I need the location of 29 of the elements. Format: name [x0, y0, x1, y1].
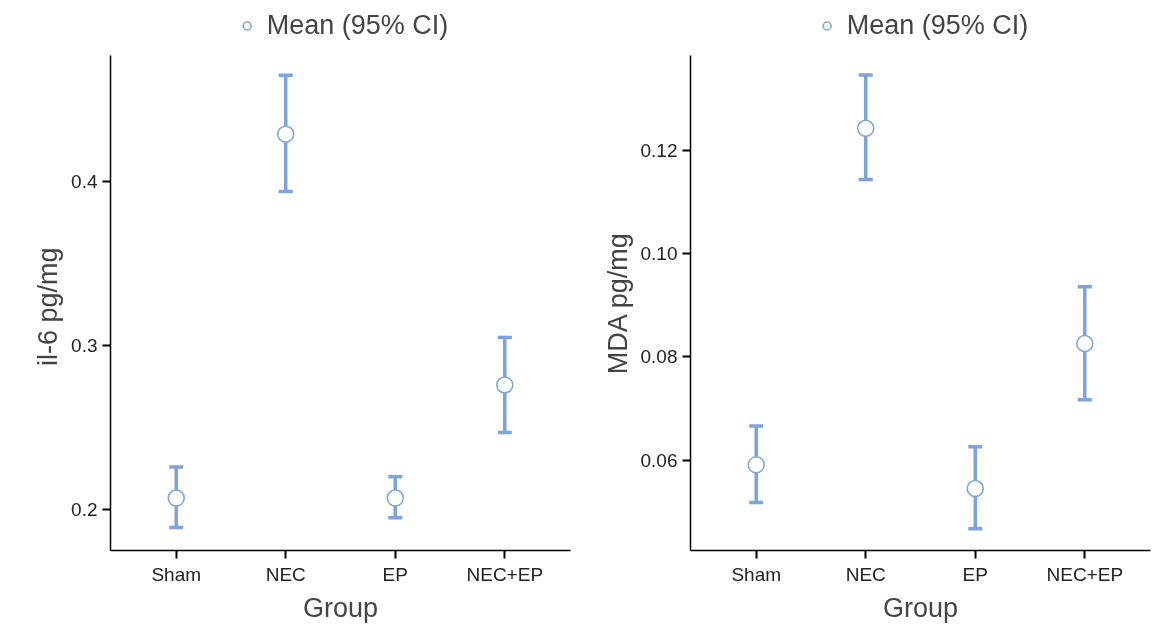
x-tick-label: EP — [382, 563, 408, 585]
y-tick-label: 0.06 — [640, 449, 678, 471]
point — [496, 376, 514, 394]
y-tick-label: 0.3 — [71, 335, 98, 357]
x-tick-label: Sham — [151, 563, 202, 585]
x-tick-label: Sham — [731, 563, 782, 585]
x-tick-label: NEC+EP — [1046, 563, 1124, 585]
legend-label: Mean (95% CI) — [266, 9, 449, 41]
y-tick-label: 0.08 — [640, 346, 678, 368]
y-axis-title: il-6 pg/mg — [33, 247, 64, 367]
x-tick-label: NEC — [845, 563, 886, 585]
x-axis-title: Group — [882, 592, 959, 623]
point — [856, 119, 875, 138]
x-tick-label: EP — [962, 563, 988, 585]
y-axis-title: MDA pg/mg — [602, 233, 633, 375]
legend-label: Mean (95% CI) — [846, 9, 1029, 41]
x-tick-label: NEC+EP — [466, 563, 544, 585]
point — [966, 479, 985, 498]
point — [386, 489, 405, 507]
point — [276, 125, 295, 143]
y-tick-label: 0.12 — [640, 139, 678, 161]
point — [1076, 334, 1094, 353]
x-axis-title: Group — [302, 592, 379, 623]
point — [167, 489, 185, 507]
y-tick-label: 0.2 — [71, 499, 98, 521]
y-tick-label: 0.4 — [71, 171, 98, 193]
point — [747, 456, 765, 474]
y-tick-label: 0.10 — [640, 243, 678, 265]
x-tick-label: NEC — [265, 563, 306, 585]
